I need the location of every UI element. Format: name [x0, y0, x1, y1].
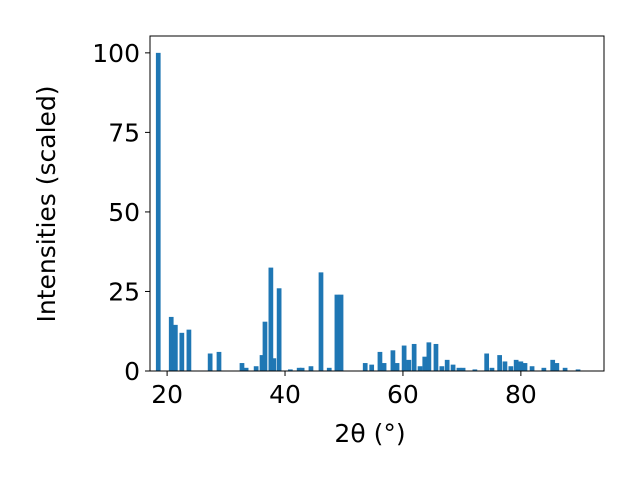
bar: [318, 272, 324, 371]
bar: [168, 316, 174, 371]
y-tick-label: 75: [108, 118, 140, 147]
bar: [394, 363, 400, 371]
bar: [502, 361, 508, 371]
bar: [271, 358, 277, 371]
bar: [439, 366, 445, 371]
bar: [299, 367, 305, 371]
bar: [216, 351, 222, 371]
bar: [489, 367, 495, 371]
bar: [390, 350, 396, 371]
bar: [338, 294, 344, 371]
bar: [460, 367, 466, 371]
bar: [287, 369, 293, 371]
bar: [497, 355, 502, 371]
bar: [262, 321, 268, 371]
bar: [508, 366, 514, 371]
bar: [239, 363, 245, 371]
bar: [179, 332, 185, 371]
bar: [268, 267, 274, 371]
plot-area: [155, 52, 581, 371]
bar: [484, 353, 490, 371]
bar: [377, 351, 383, 371]
bar: [513, 359, 519, 371]
bar: [472, 369, 478, 371]
bar: [155, 52, 161, 371]
bar: [518, 361, 524, 371]
axes-frame: [149, 35, 605, 372]
bar: [550, 359, 556, 371]
bar: [326, 367, 332, 371]
bar: [362, 363, 368, 371]
bar: [575, 369, 581, 371]
y-tick-label: 0: [124, 357, 140, 386]
bar: [369, 364, 375, 371]
bar: [411, 343, 417, 371]
bar: [456, 367, 462, 371]
bar: [406, 359, 412, 371]
y-tick-label: 25: [108, 277, 140, 306]
bar: [334, 294, 340, 371]
bar: [541, 367, 547, 371]
bar: [308, 366, 314, 371]
bar: [444, 359, 450, 371]
x-tick-label: 60: [387, 380, 419, 409]
bar: [422, 356, 428, 371]
y-tick-label: 100: [92, 39, 140, 68]
bar: [401, 345, 407, 371]
bar: [253, 366, 259, 371]
bar: [276, 288, 282, 371]
bar: [433, 343, 439, 371]
bar: [522, 363, 528, 371]
bar: [417, 366, 423, 371]
bar: [243, 367, 249, 371]
bar: [450, 364, 456, 371]
bar: [426, 342, 432, 371]
bar: [259, 355, 265, 371]
bar: [296, 367, 302, 371]
bar: [172, 324, 178, 371]
y-axis-label: Intensities (scaled): [32, 85, 61, 322]
x-tick-label: 80: [505, 380, 537, 409]
bar: [554, 363, 560, 371]
bar: [207, 353, 213, 371]
x-tick-label: 20: [151, 380, 183, 409]
x-axis-label: 2θ (°): [334, 419, 405, 448]
bar: [186, 329, 192, 371]
bar: [381, 363, 387, 371]
x-tick-label: 40: [269, 380, 301, 409]
bar: [529, 366, 535, 371]
bar: [562, 367, 568, 371]
y-tick-label: 50: [108, 198, 140, 227]
